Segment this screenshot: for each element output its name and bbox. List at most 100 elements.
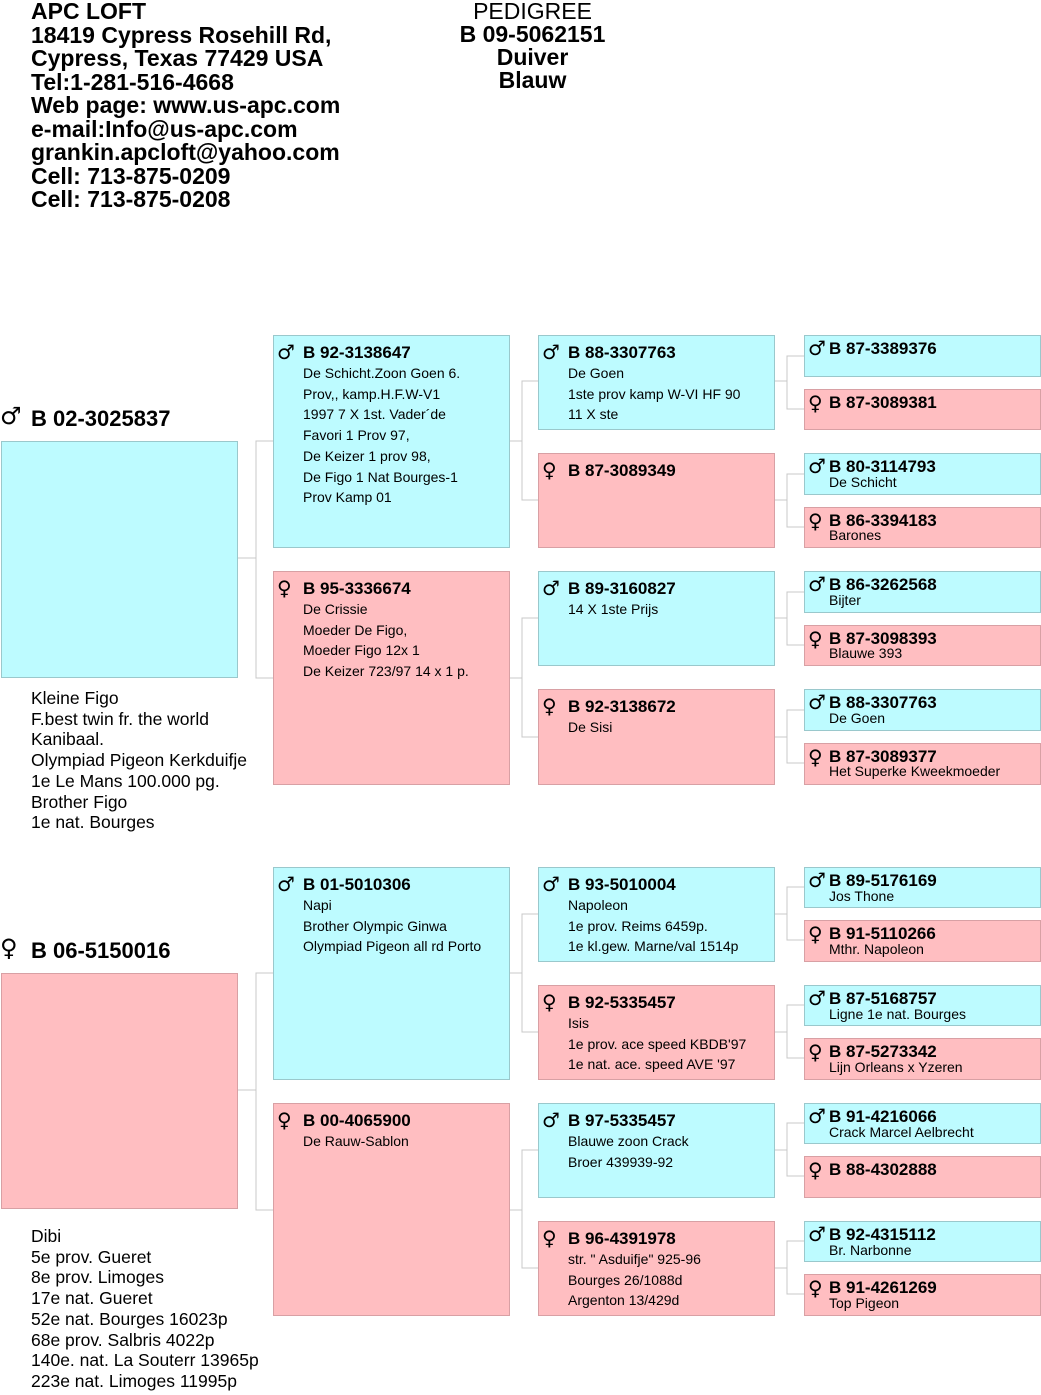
gen4-box-14: ♀ B 88-4302888 (804, 1156, 1041, 1198)
female-icon: ♀ (808, 1040, 823, 1064)
pigeon-note: Lijn Orleans x Yzeren (829, 1059, 963, 1075)
female-icon: ♀ (808, 922, 823, 946)
pigeon-notes: Blauwe zoon Crack Broer 439939-92 (568, 1131, 689, 1172)
pigeon-notes: 14 X 1ste Prijs (568, 599, 658, 620)
gen4-box-15: ♂ B 92-4315112 Br. Narbonne (804, 1221, 1041, 1262)
ring-number: B 01-5010306 (303, 875, 411, 894)
male-icon: ♂ (808, 454, 826, 478)
pigeon-note: Bijter (829, 592, 861, 608)
ring-number: B 87-3089381 (829, 393, 937, 412)
sire-note: Brother Figo (31, 791, 128, 812)
pigeon-notes: De Crissie Moeder De Figo, Moeder Figo 1… (303, 599, 469, 682)
note-line: Blauwe zoon Crack (568, 1133, 689, 1149)
note-line: 1997 7 X 1st. Vader´de (303, 406, 446, 423)
ring-number: B 89-5176169 (829, 871, 937, 890)
ring-number: B 93-5010004 (568, 875, 676, 894)
pigeon-note: Barones (829, 527, 882, 543)
dam-note: 17e nat. Gueret (31, 1288, 153, 1309)
note-line: 1e prov. Reims 6459p. (568, 917, 708, 934)
gen4-box-5: ♂ B 86-3262568 Bijter (804, 571, 1041, 613)
gen3-box-5: ♂ B 93-5010004 Napoleon 1e prov. Reims 6… (538, 867, 775, 962)
ring-number: B 92-3138647 (303, 343, 411, 362)
male-icon: ♂ (542, 576, 560, 600)
gen4-box-2: ♀ B 87-3089381 (804, 389, 1041, 430)
note-line: Moeder Figo 12x 1 (303, 642, 420, 659)
ring-number: B 87-3089377 (829, 747, 937, 766)
gen4-box-16: ♀ B 91-4261269 Top Pigeon (804, 1274, 1041, 1316)
note-line: str. " Asduifje" 925-96 (568, 1251, 701, 1267)
sire-note: Kleine Figo (31, 688, 119, 708)
ring-number: B 88-3307763 (568, 343, 676, 362)
gen4-box-7: ♂ B 88-3307763 De Goen (804, 689, 1041, 731)
pedigree-color: Blauw (498, 67, 567, 93)
sire-ring: B 02-3025837 (31, 406, 171, 431)
ring-number: B 96-4391978 (568, 1229, 676, 1248)
male-icon: ♂ (808, 572, 826, 596)
gen4-box-10: ♀ B 91-5110266 Mthr. Napoleon (804, 920, 1041, 962)
note-line: Broer 439939-92 (568, 1153, 674, 1170)
note-line: De Goen (568, 365, 625, 381)
gen3-box-6: ♀ B 92-5335457 Isis 1e prov. ace speed K… (538, 985, 775, 1080)
gen4-box-12: ♀ B 87-5273342 Lijn Orleans x Yzeren (804, 1038, 1041, 1080)
male-icon: ♂ (542, 1108, 560, 1132)
ring-number: B 92-3138672 (568, 697, 676, 716)
ring-number: B 88-3307763 (829, 693, 937, 712)
gen4-box-11: ♂ B 87-5168757 Ligne 1e nat. Bourges (804, 985, 1041, 1026)
gen3-box-7: ♂ B 97-5335457 Blauwe zoon Crack Broer 4… (538, 1103, 775, 1198)
female-icon: ♀ (808, 1276, 823, 1300)
female-icon: ♀ (808, 391, 823, 415)
ring-number: B 92-4315112 (829, 1225, 936, 1244)
loft-email-2: grankin.apcloft@yahoo.com (31, 139, 340, 165)
ring-number: B 87-3389376 (829, 339, 937, 358)
loft-cell-2: Cell: 713-875-0208 (31, 186, 231, 212)
pigeon-notes: str. " Asduifje" 925-96 Bourges 26/1088d… (568, 1249, 701, 1311)
sire-note: 1e Le Mans 100.000 pg. (31, 770, 220, 791)
note-line: Prov,, kamp.H.F.W-V1 (303, 385, 441, 402)
dam-note: 8e prov. Limoges (31, 1267, 164, 1288)
female-icon: ♀ (277, 1108, 292, 1132)
loft-name: APC LOFT (31, 0, 146, 24)
ring-number: B 95-3336674 (303, 579, 411, 598)
gen4-box-6: ♀ B 87-3098393 Blauwe 393 (804, 625, 1041, 666)
pigeon-notes: Isis 1e prov. ace speed KBDB'97 1e nat. … (568, 1013, 746, 1075)
ring-number: B 91-5110266 (829, 924, 936, 943)
loft-address: 18419 Cypress Rosehill Rd, (31, 21, 332, 48)
note-line: Napi (303, 897, 332, 913)
female-icon: ♀ (0, 934, 18, 962)
female-icon: ♀ (542, 1226, 557, 1250)
loft-cell-1: Cell: 713-875-0209 (31, 162, 231, 189)
loft-email: e-mail:Info@us-apc.com (31, 115, 298, 142)
pigeon-notes: De Rauw-Sablon (303, 1131, 409, 1152)
note-line: De Crissie (303, 601, 368, 617)
ring-number: B 87-5168757 (829, 989, 937, 1008)
pigeon-note: Blauwe 393 (829, 645, 903, 661)
note-line: De Keizer 1 prov 98, (303, 447, 431, 464)
pigeon-note: Het Superke Kweekmoeder (829, 763, 1001, 779)
dam-note: 5e prov. Gueret (31, 1246, 152, 1267)
pedigree-heading: PEDIGREE B 09-5062151 Duiver Blauw (420, 0, 645, 92)
male-icon: ♂ (808, 1104, 826, 1128)
female-icon: ♀ (542, 694, 557, 718)
note-line: 14 X 1ste Prijs (568, 601, 659, 617)
sire-note: Kanibaal. (31, 729, 104, 750)
male-icon: ♂ (0, 402, 22, 430)
gen4-box-8: ♀ B 87-3089377 Het Superke Kweekmoeder (804, 743, 1041, 785)
ring-number: B 86-3394183 (829, 511, 937, 530)
sire-photo-box (1, 441, 238, 678)
ring-number: B 92-5335457 (568, 993, 676, 1012)
note-line: Napoleon (568, 897, 628, 913)
female-icon: ♀ (277, 576, 292, 600)
gen3-box-3: ♂ B 89-3160827 14 X 1ste Prijs (538, 571, 775, 666)
pigeon-notes: Napoleon 1e prov. Reims 6459p. 1e kl.gew… (568, 895, 738, 957)
male-icon: ♂ (542, 872, 560, 896)
pigeon-note: Crack Marcel Aelbrecht (829, 1124, 974, 1140)
female-icon: ♀ (808, 509, 823, 533)
pigeon-notes: De Sisi (568, 717, 612, 738)
note-line: 1e kl.gew. Marne/val 1514p (568, 938, 739, 955)
gen2-box-sire-sire: ♂ B 92-3138647 De Schicht.Zoon Goen 6. P… (273, 335, 510, 548)
sire-note: 1e nat. Bourges (31, 812, 155, 833)
dam-photo-box (1, 973, 238, 1209)
gen4-box-4: ♀ B 86-3394183 Barones (804, 507, 1041, 548)
ring-number: B 91-4216066 (829, 1107, 937, 1126)
